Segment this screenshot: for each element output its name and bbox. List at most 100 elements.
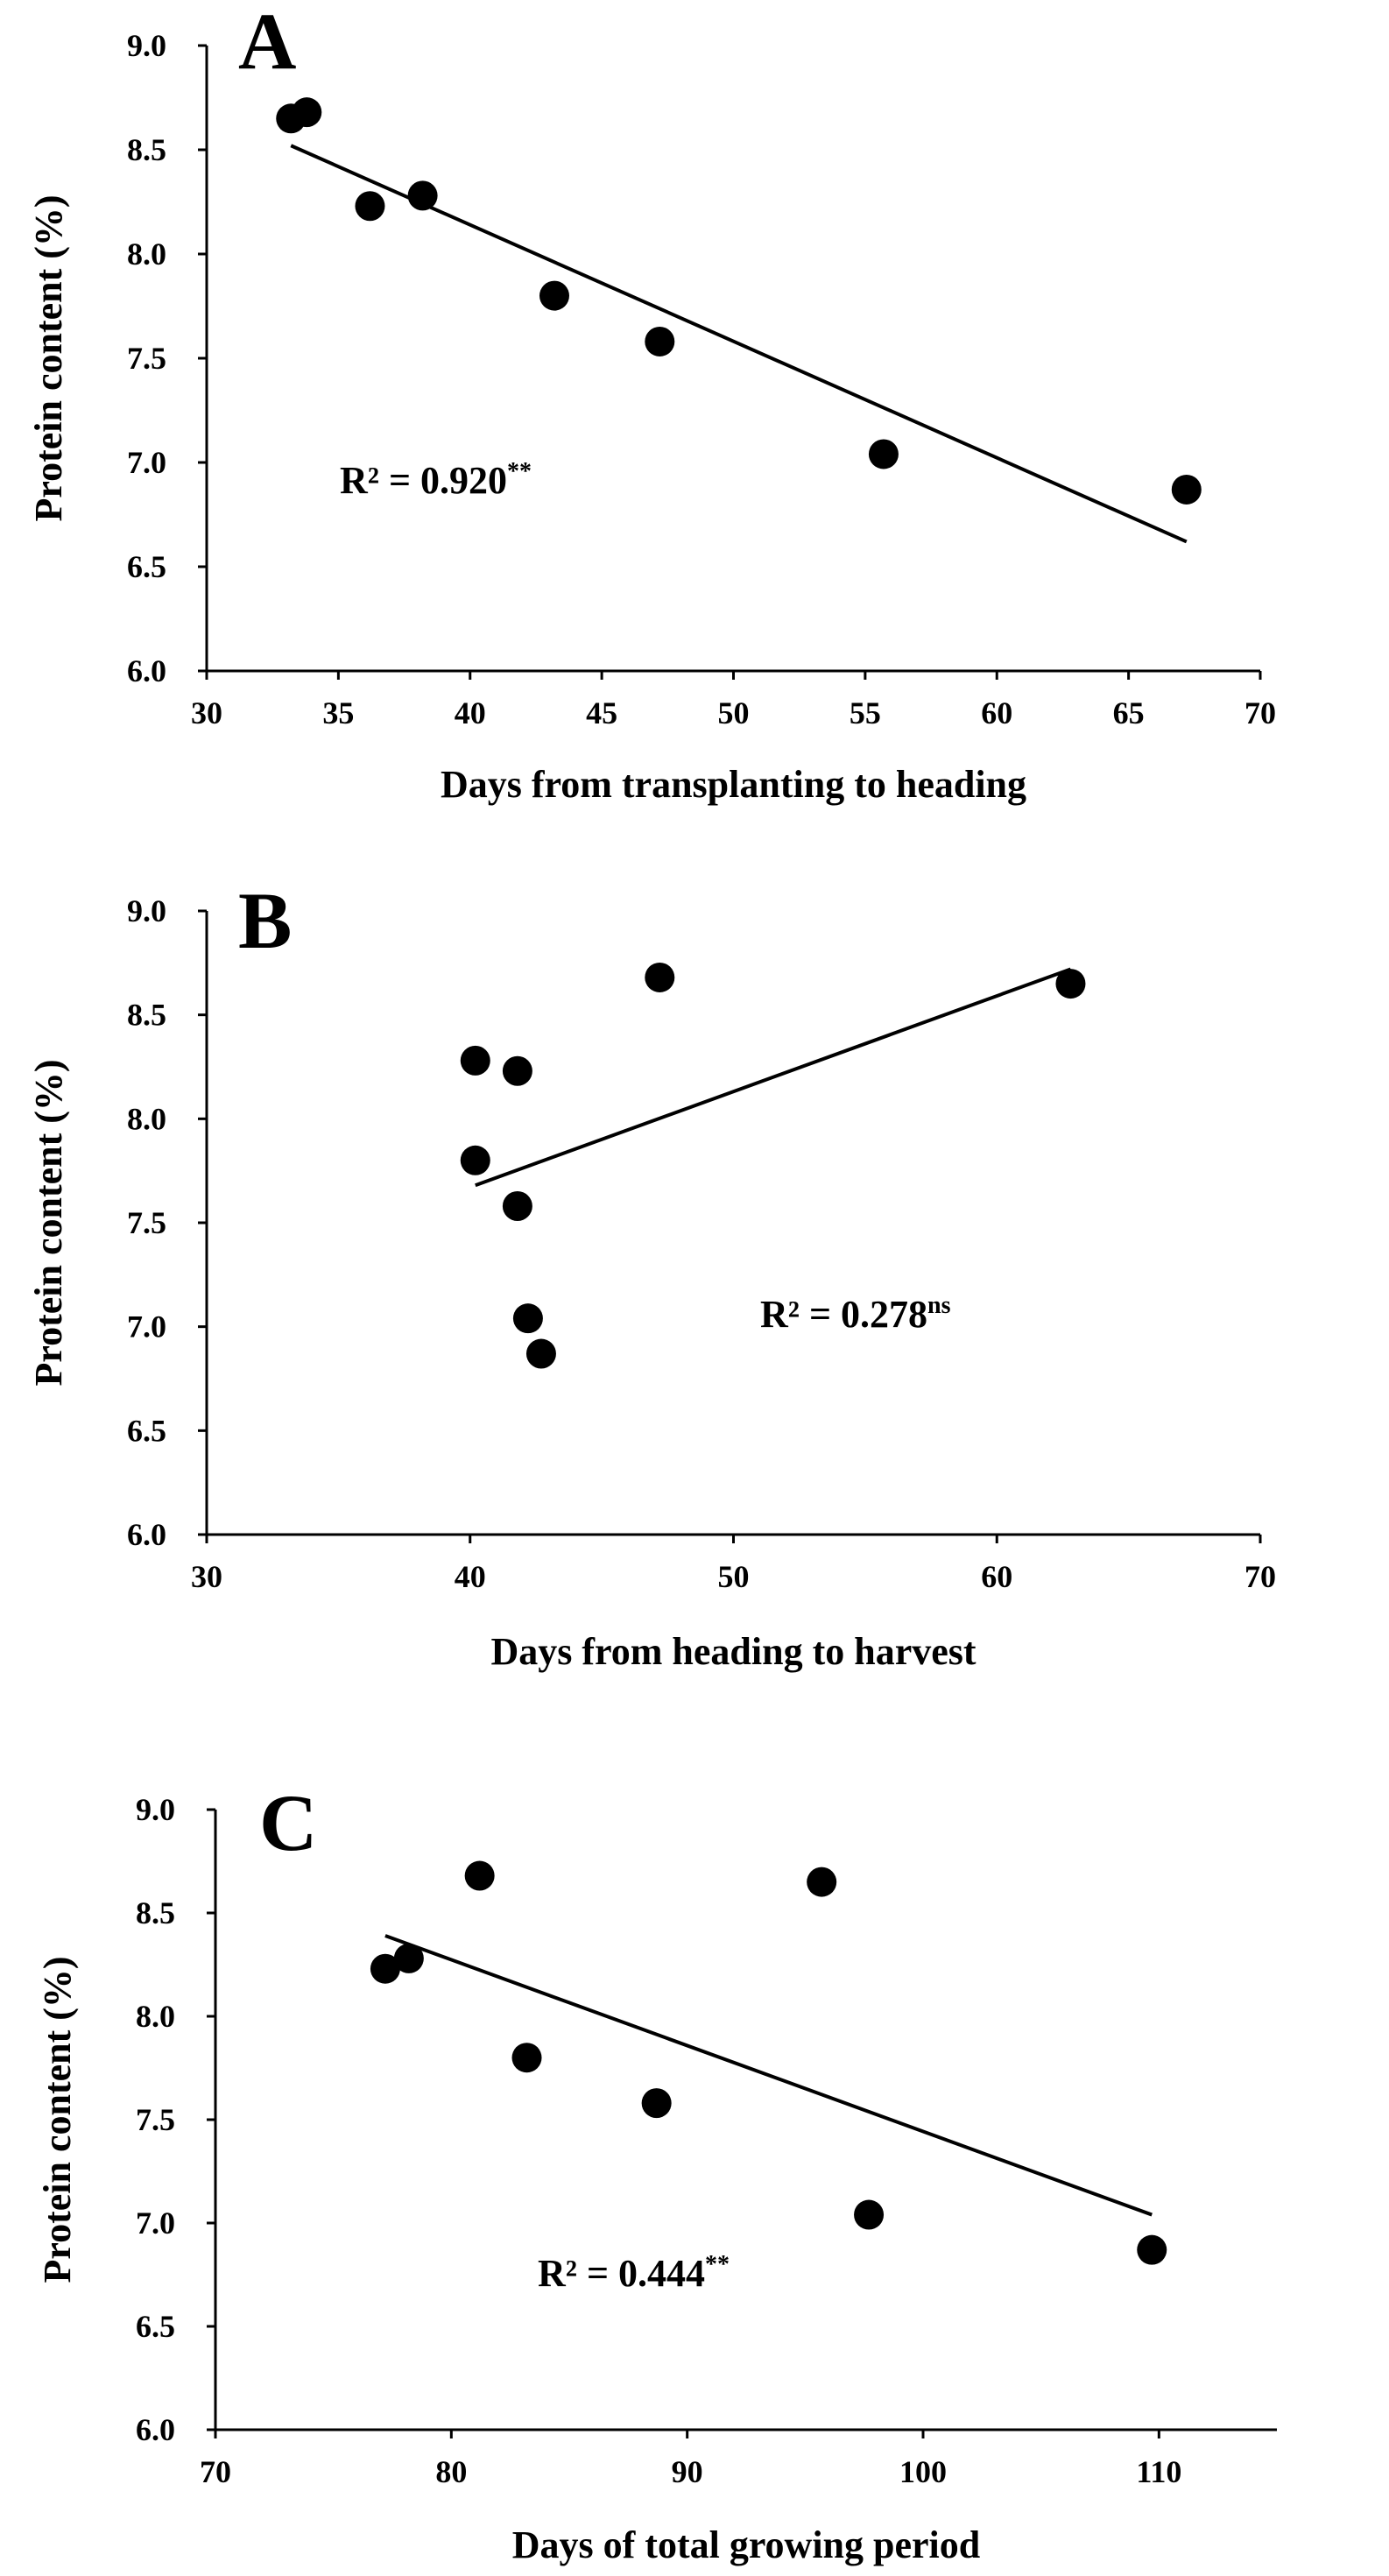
r-squared-annotation: R² = 0.278ns bbox=[760, 1292, 951, 1336]
panel-c: 6.0 6.5 7.0 7.5 8.0 8.5 9.0 70 80 90 100 110 C R² … bbox=[36, 1778, 1277, 2566]
data-point bbox=[641, 2088, 672, 2119]
trendline-segment bbox=[384, 1934, 1153, 2217]
y-tick-label: 8.0 bbox=[127, 1101, 166, 1136]
y-tick-label: 7.5 bbox=[127, 341, 166, 376]
data-point bbox=[407, 180, 438, 211]
y-ticks: 6.0 6.5 7.0 7.5 8.0 8.5 9.0 bbox=[136, 1792, 215, 2447]
trendline bbox=[384, 1934, 1153, 2217]
x-tick-label: 55 bbox=[850, 695, 881, 730]
y-tick-label: 9.0 bbox=[136, 1792, 175, 1827]
x-tick-label: 60 bbox=[981, 1559, 1012, 1594]
r-squared-value: R² = 0.278 bbox=[760, 1293, 927, 1336]
x-tick-label: 65 bbox=[1113, 695, 1145, 730]
y-axis-title: Protein content (%) bbox=[27, 194, 70, 521]
x-tick-label: 45 bbox=[586, 695, 617, 730]
x-tick-label: 30 bbox=[191, 1559, 222, 1594]
y-tick-label: 7.0 bbox=[127, 1309, 166, 1344]
y-axis-title: Protein content (%) bbox=[27, 1059, 70, 1386]
data-point bbox=[370, 1953, 400, 1984]
data-point bbox=[460, 1145, 490, 1175]
data-point bbox=[807, 1867, 837, 1897]
y-tick-label: 8.0 bbox=[127, 236, 166, 272]
x-ticks: 70 80 90 100 110 bbox=[200, 2430, 1181, 2489]
data-point bbox=[854, 2199, 885, 2230]
x-tick-label: 70 bbox=[1244, 1559, 1276, 1594]
x-tick-label: 70 bbox=[200, 2454, 231, 2489]
x-tick-label: 30 bbox=[191, 695, 222, 730]
data-point bbox=[460, 1045, 490, 1076]
y-tick-label: 6.0 bbox=[127, 653, 166, 688]
data-point bbox=[464, 1860, 495, 1891]
y-ticks: 6.0 6.5 7.0 7.5 8.0 8.5 9.0 bbox=[127, 893, 207, 1552]
y-tick-label: 7.5 bbox=[127, 1205, 166, 1240]
y-tick-label: 7.5 bbox=[136, 2102, 175, 2137]
x-tick-label: 50 bbox=[718, 1559, 750, 1594]
significance-marker: ** bbox=[507, 458, 532, 485]
data-points bbox=[460, 962, 1086, 1369]
data-points bbox=[370, 1860, 1167, 2265]
trendline bbox=[290, 144, 1188, 544]
panel-letter: B bbox=[238, 876, 292, 965]
significance-marker: ** bbox=[705, 2251, 730, 2278]
x-tick-label: 90 bbox=[672, 2454, 703, 2489]
r-squared-annotation: R² = 0.444** bbox=[538, 2251, 730, 2295]
data-point bbox=[502, 1191, 532, 1222]
data-point bbox=[645, 326, 675, 356]
y-tick-label: 9.0 bbox=[127, 28, 166, 63]
trendline-segment bbox=[290, 144, 1188, 544]
panel-a: 6.0 6.5 7.0 7.5 8.0 8.5 9.0 30 35 40 45 50 55 60 65 70… bbox=[27, 0, 1276, 806]
panel-b: 6.0 6.5 7.0 7.5 8.0 8.5 9.0 30 40 50 60 70 B R² = … bbox=[27, 876, 1276, 1673]
data-points bbox=[276, 97, 1202, 505]
data-point bbox=[1137, 2234, 1167, 2265]
x-tick-label: 100 bbox=[899, 2454, 947, 2489]
y-tick-label: 7.0 bbox=[136, 2205, 175, 2241]
data-point bbox=[292, 97, 322, 128]
y-tick-label: 7.0 bbox=[127, 445, 166, 480]
x-ticks: 30 35 40 45 50 55 60 65 70 bbox=[191, 671, 1276, 730]
trendline bbox=[475, 967, 1072, 1188]
data-point bbox=[502, 1055, 532, 1086]
data-point bbox=[355, 191, 385, 222]
r-squared-value: R² = 0.920 bbox=[340, 459, 507, 502]
y-tick-label: 6.0 bbox=[127, 1517, 166, 1552]
trendline-segment bbox=[475, 967, 1072, 1188]
x-axis-title: Days from heading to harvest bbox=[490, 1630, 976, 1673]
y-tick-label: 9.0 bbox=[127, 893, 166, 928]
panel-letter: A bbox=[238, 0, 296, 86]
data-point bbox=[511, 2043, 542, 2073]
y-tick-label: 6.5 bbox=[136, 2309, 175, 2344]
r-squared-value: R² = 0.444 bbox=[538, 2252, 705, 2295]
y-ticks: 6.0 6.5 7.0 7.5 8.0 8.5 9.0 bbox=[127, 28, 207, 688]
data-point bbox=[868, 439, 899, 469]
data-point bbox=[539, 280, 569, 311]
x-tick-label: 40 bbox=[455, 1559, 486, 1594]
x-tick-label: 80 bbox=[435, 2454, 467, 2489]
y-tick-label: 8.5 bbox=[127, 132, 166, 167]
y-tick-label: 6.5 bbox=[127, 1413, 166, 1448]
y-tick-label: 8.5 bbox=[136, 1895, 175, 1930]
x-tick-label: 70 bbox=[1244, 695, 1276, 730]
x-axis-title: Days of total growing period bbox=[512, 2523, 981, 2566]
data-point bbox=[393, 1943, 424, 1973]
x-tick-label: 40 bbox=[455, 695, 486, 730]
data-point bbox=[645, 962, 675, 992]
data-point bbox=[525, 1338, 556, 1369]
panel-letter: C bbox=[259, 1778, 317, 1867]
y-tick-label: 6.5 bbox=[127, 549, 166, 584]
data-point bbox=[1171, 474, 1202, 505]
y-axis-title: Protein content (%) bbox=[36, 1956, 79, 2283]
x-ticks: 30 40 50 60 70 bbox=[191, 1535, 1276, 1594]
r-squared-annotation: R² = 0.920** bbox=[340, 458, 532, 502]
x-tick-label: 110 bbox=[1136, 2454, 1181, 2489]
y-tick-label: 6.0 bbox=[136, 2412, 175, 2447]
significance-marker: ns bbox=[927, 1292, 951, 1319]
data-point bbox=[512, 1303, 543, 1334]
x-axis-title: Days from transplanting to heading bbox=[441, 763, 1026, 806]
data-point bbox=[1055, 969, 1086, 999]
x-tick-label: 35 bbox=[322, 695, 354, 730]
x-tick-label: 50 bbox=[718, 695, 750, 730]
y-tick-label: 8.0 bbox=[136, 1999, 175, 2034]
x-tick-label: 60 bbox=[981, 695, 1012, 730]
y-tick-label: 8.5 bbox=[127, 998, 166, 1033]
